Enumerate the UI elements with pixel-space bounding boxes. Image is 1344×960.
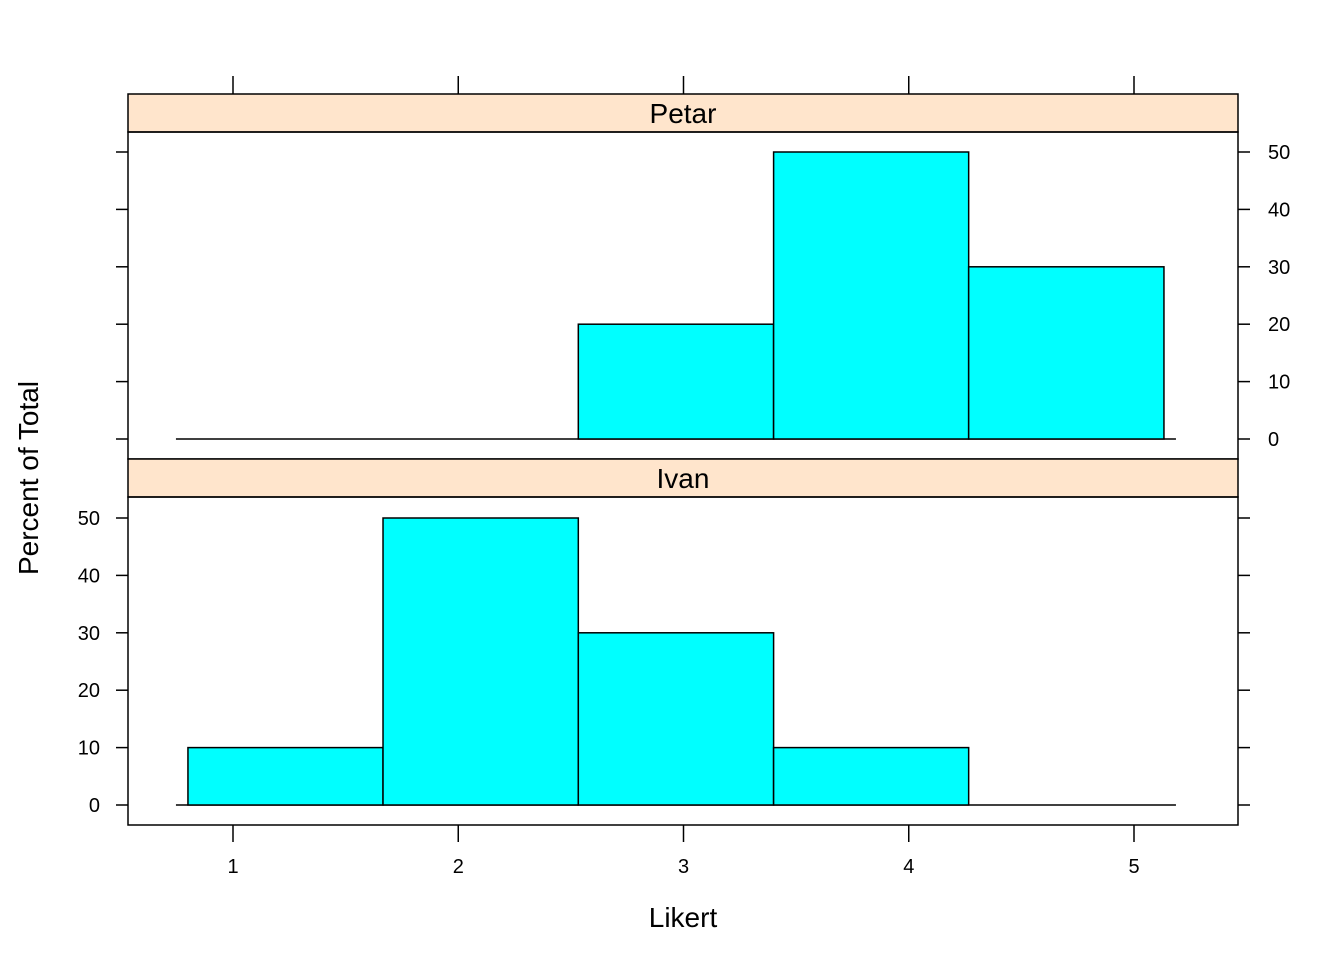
y-tick-label: 20 — [78, 680, 100, 702]
y-tick-label: 50 — [78, 508, 100, 530]
y-tick-label: 40 — [78, 565, 100, 587]
bar-ivan-1 — [187, 746, 384, 806]
strip-label-petar: Petar — [650, 98, 717, 129]
strip-petar — [127, 93, 1239, 133]
x-tick-label: 2 — [453, 856, 464, 878]
x-tick-label: 4 — [903, 856, 914, 878]
strip-label-ivan: Ivan — [657, 463, 710, 494]
bar-petar-4 — [772, 151, 970, 440]
y-axis-title: Percent of Total — [13, 381, 44, 575]
y-tick-label: 20 — [1268, 314, 1290, 336]
panel-ivan: Ivan 0 10 20 30 40 50 — [78, 458, 1250, 826]
bar-petar-5 — [967, 266, 1165, 440]
y-tick-label: 10 — [1268, 372, 1290, 394]
y-tick-label: 50 — [1268, 142, 1290, 164]
panel-petar: Petar 0 10 20 30 40 50 — [116, 93, 1290, 460]
y-tick-label: 30 — [78, 623, 100, 645]
y-tick-label: 40 — [1268, 199, 1290, 221]
x-tick-label: 5 — [1128, 856, 1139, 878]
bar-ivan-4 — [772, 746, 970, 806]
y-tick-label: 0 — [1268, 429, 1279, 451]
x-tick-label: 3 — [678, 856, 689, 878]
panels-group: Petar 0 10 20 30 40 50 Ivan 0 10 20 30 40 50 1 2 3 4 5 — [78, 76, 1290, 878]
x-axis-title: Likert — [649, 902, 718, 933]
y-tick-label: 10 — [78, 738, 100, 760]
bar-petar-3 — [577, 323, 775, 440]
y-tick-label: 0 — [89, 795, 100, 817]
bar-ivan-2 — [382, 517, 580, 806]
x-tick-label: 1 — [227, 856, 238, 878]
y-tick-label: 30 — [1268, 257, 1290, 279]
bar-ivan-3 — [577, 632, 775, 806]
